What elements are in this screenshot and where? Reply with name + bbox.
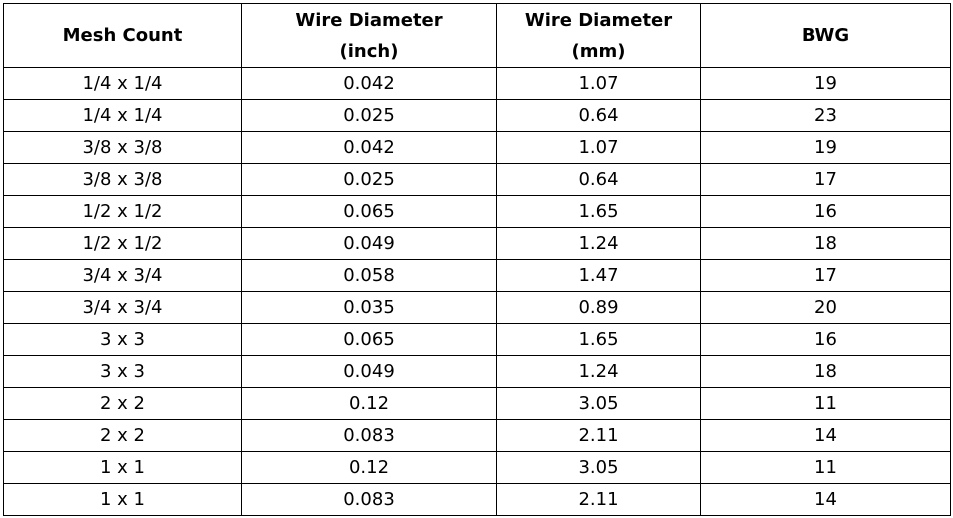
wire-diameter-inch-cell: 0.065 [241,195,497,228]
bwg-cell: 14 [700,419,951,452]
mesh-count-cell: 1 x 1 [3,483,242,516]
bwg-cell: 17 [700,259,951,292]
table-row: 2 x 2 0.12 3.05 11 [3,387,951,420]
mesh-count-cell: 1 x 1 [3,451,242,484]
mesh-count-cell: 3 x 3 [3,355,242,388]
mesh-count-cell: 1/2 x 1/2 [3,227,242,260]
bwg-cell: 20 [700,291,951,324]
table-row: 3/8 x 3/8 0.025 0.64 17 [3,163,951,196]
mesh-count-cell: 3 x 3 [3,323,242,356]
wire-diameter-mm-cell: 1.65 [496,323,701,356]
mesh-count-cell: 3/8 x 3/8 [3,131,242,164]
bwg-cell: 16 [700,323,951,356]
mesh-count-cell: 1/2 x 1/2 [3,195,242,228]
wire-diameter-mm-cell: 2.11 [496,419,701,452]
mesh-count-cell: 3/4 x 3/4 [3,291,242,324]
bwg-cell: 18 [700,355,951,388]
wire-diameter-inch-cell: 0.025 [241,99,497,132]
bwg-cell: 11 [700,387,951,420]
bwg-cell: 11 [700,451,951,484]
table-row: 3/4 x 3/4 0.058 1.47 17 [3,259,951,292]
wire-diameter-mm-cell: 2.11 [496,483,701,516]
wire-diameter-mm-cell: 1.24 [496,355,701,388]
wire-diameter-inch-cell: 0.042 [241,131,497,164]
wire-diameter-inch-cell: 0.12 [241,451,497,484]
header-bwg: BWG [700,3,951,68]
bwg-cell: 14 [700,483,951,516]
wire-diameter-inch-cell: 0.042 [241,67,497,100]
wire-diameter-mm-cell: 3.05 [496,451,701,484]
wire-diameter-inch-cell: 0.12 [241,387,497,420]
header-wire-diameter-inch-line2: (inch) [339,40,399,62]
wire-diameter-mm-cell: 1.65 [496,195,701,228]
wire-diameter-mm-cell: 3.05 [496,387,701,420]
wire-diameter-inch-cell: 0.083 [241,483,497,516]
wire-diameter-mm-cell: 0.89 [496,291,701,324]
wire-diameter-inch-cell: 0.065 [241,323,497,356]
wire-diameter-mm-cell: 0.64 [496,163,701,196]
header-mesh-count: Mesh Count [3,3,242,68]
table-row: 1/4 x 1/4 0.025 0.64 23 [3,99,951,132]
bwg-cell: 17 [700,163,951,196]
header-mesh-count-label: Mesh Count [62,25,183,46]
header-wire-diameter-inch-line1: Wire Diameter [295,9,443,31]
bwg-cell: 18 [700,227,951,260]
mesh-count-cell: 1/4 x 1/4 [3,99,242,132]
header-wire-diameter-inch: Wire Diameter (inch) [241,3,497,68]
wire-diameter-inch-cell: 0.025 [241,163,497,196]
bwg-cell: 19 [700,131,951,164]
wire-diameter-mm-cell: 1.07 [496,67,701,100]
wire-diameter-inch-cell: 0.049 [241,227,497,260]
table-row: 1/2 x 1/2 0.049 1.24 18 [3,227,951,260]
mesh-count-cell: 2 x 2 [3,419,242,452]
header-wire-diameter-mm-line2: (mm) [571,40,626,62]
header-bwg-label: BWG [801,25,850,46]
header-wire-diameter-mm: Wire Diameter (mm) [496,3,701,68]
table-row: 2 x 2 0.083 2.11 14 [3,419,951,452]
wire-diameter-inch-cell: 0.035 [241,291,497,324]
wire-mesh-spec-table: Mesh Count Wire Diameter (inch) Wire Dia… [3,3,951,516]
wire-diameter-mm-cell: 1.24 [496,227,701,260]
mesh-count-cell: 2 x 2 [3,387,242,420]
header-wire-diameter-mm-line1: Wire Diameter [524,9,673,31]
mesh-count-cell: 3/8 x 3/8 [3,163,242,196]
bwg-cell: 23 [700,99,951,132]
wire-diameter-inch-cell: 0.049 [241,355,497,388]
bwg-cell: 19 [700,67,951,100]
table-row: 3 x 3 0.065 1.65 16 [3,323,951,356]
table-row: 3/8 x 3/8 0.042 1.07 19 [3,131,951,164]
table-header-row: Mesh Count Wire Diameter (inch) Wire Dia… [3,3,951,68]
mesh-count-cell: 1/4 x 1/4 [3,67,242,100]
wire-diameter-mm-cell: 1.07 [496,131,701,164]
table-row: 1 x 1 0.083 2.11 14 [3,483,951,516]
wire-diameter-mm-cell: 0.64 [496,99,701,132]
table-body: 1/4 x 1/4 0.042 1.07 19 1/4 x 1/4 0.025 0.64 23… [3,67,951,516]
table-row: 1/4 x 1/4 0.042 1.07 19 [3,67,951,100]
mesh-count-cell: 3/4 x 3/4 [3,259,242,292]
table-row: 1/2 x 1/2 0.065 1.65 16 [3,195,951,228]
table-row: 1 x 1 0.12 3.05 11 [3,451,951,484]
table-row: 3 x 3 0.049 1.24 18 [3,355,951,388]
wire-diameter-inch-cell: 0.058 [241,259,497,292]
wire-diameter-inch-cell: 0.083 [241,419,497,452]
bwg-cell: 16 [700,195,951,228]
table-row: 3/4 x 3/4 0.035 0.89 20 [3,291,951,324]
wire-diameter-mm-cell: 1.47 [496,259,701,292]
